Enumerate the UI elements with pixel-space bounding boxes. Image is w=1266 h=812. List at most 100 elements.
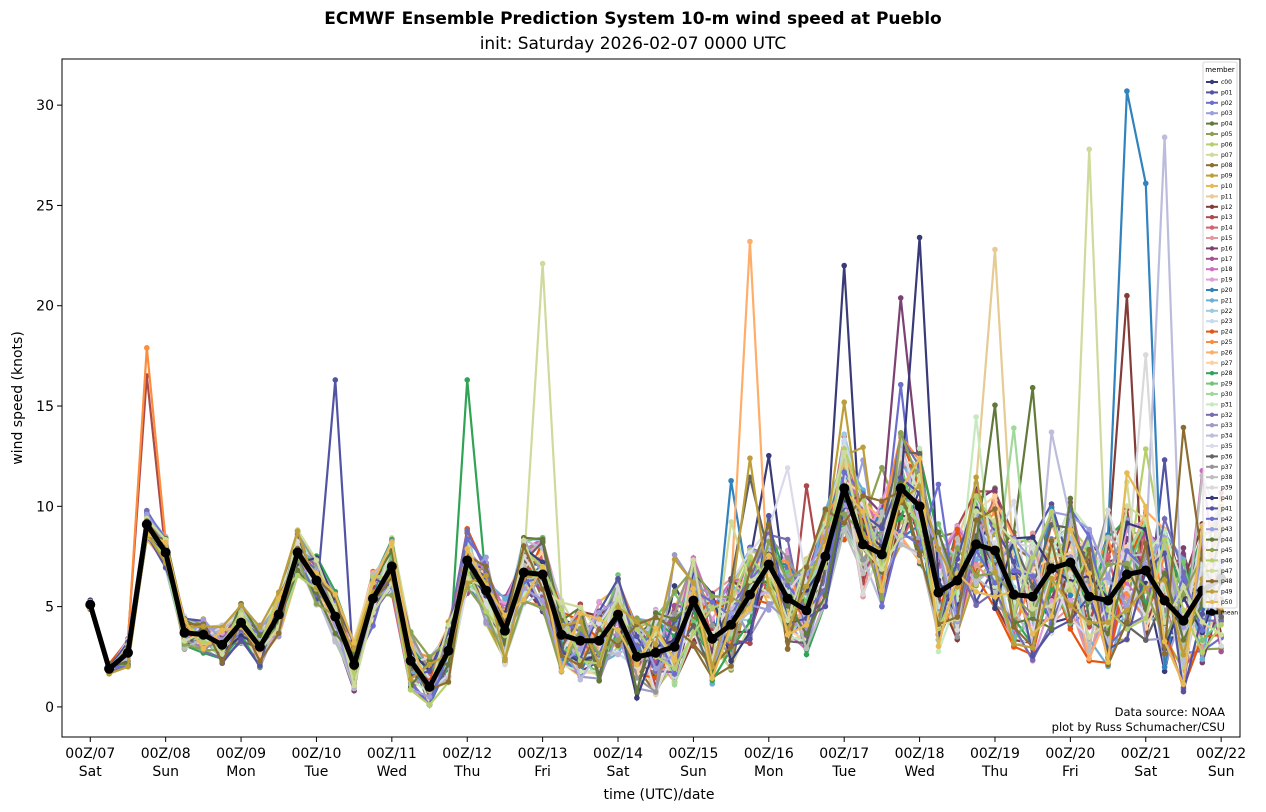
legend-item-p30: p30 (1206, 391, 1233, 398)
member-point (1105, 507, 1111, 513)
member-point (1029, 615, 1036, 622)
member-point (1029, 605, 1036, 612)
legend-item-p35: p35 (1206, 443, 1233, 450)
legend-item-p48: p48 (1206, 578, 1233, 585)
chart-subtitle: init: Saturday 2026-02-07 0000 UTC (479, 34, 787, 54)
member-point (652, 625, 659, 632)
member-point (897, 474, 904, 481)
member-point (615, 576, 621, 582)
x-tick-label-day: Wed (377, 764, 408, 780)
member-point (897, 430, 904, 436)
member-point (1199, 656, 1206, 663)
member-point (747, 238, 753, 245)
member-point (313, 601, 320, 607)
member-point (973, 414, 979, 420)
legend-item-p32: p32 (1206, 412, 1233, 419)
member-point (728, 663, 734, 669)
member-point (747, 567, 753, 573)
member-point (784, 582, 791, 589)
member-point (992, 605, 998, 612)
member-point (1029, 530, 1036, 537)
member-point (1011, 574, 1017, 581)
mean-point (744, 589, 755, 600)
legend-item-p09: p09 (1206, 173, 1233, 180)
member-point (973, 517, 979, 523)
member-point (973, 579, 979, 586)
member-point (690, 618, 697, 625)
member-point (558, 652, 565, 659)
annotation-plot-credit: plot by Russ Schumacher/CSU (1052, 720, 1225, 734)
member-point (1218, 648, 1224, 655)
mean-point (631, 651, 642, 662)
member-point (803, 564, 810, 571)
mean-point (876, 549, 887, 560)
member-point (973, 602, 979, 609)
member-point (558, 668, 565, 674)
legend-swatch-marker (1209, 412, 1215, 417)
legend-swatch-marker (1209, 423, 1215, 428)
member-point (1161, 536, 1168, 543)
legend-swatch-marker (1209, 90, 1215, 95)
x-tick-label-day: Sat (79, 764, 102, 780)
legend-item-p33: p33 (1206, 422, 1233, 429)
member-point (879, 498, 885, 505)
member-point (1067, 495, 1074, 502)
x-tick-label-time: 00Z/08 (141, 746, 191, 762)
member-point (1124, 470, 1130, 476)
legend-label: p06 (1221, 141, 1233, 148)
legend-swatch-marker (1209, 131, 1215, 137)
member-point (200, 639, 207, 645)
member-point (483, 563, 489, 570)
legend-label: p21 (1221, 297, 1233, 304)
member-point (1086, 526, 1093, 533)
member-point (351, 646, 357, 653)
legend-label: p35 (1221, 443, 1233, 450)
member-point (916, 455, 923, 462)
legend-label: p17 (1221, 256, 1233, 263)
legend-swatch-marker (1209, 391, 1215, 397)
member-point (1011, 558, 1017, 565)
legend-label: p03 (1221, 110, 1233, 117)
member-point (1086, 146, 1093, 153)
member-point (445, 622, 452, 628)
member-point (275, 630, 282, 636)
member-point (841, 520, 847, 526)
legend-swatch-marker (1208, 608, 1216, 616)
legend-item-p21: p21 (1206, 297, 1233, 304)
member-point (1199, 627, 1206, 634)
member-point (483, 601, 489, 608)
member-point (992, 506, 998, 512)
legend: member c00 p01 p02 p03 p04 p05 p06 p07 p08 p09 p10… (1202, 61, 1238, 616)
legend-label: p24 (1221, 329, 1233, 336)
member-point (671, 588, 678, 595)
member-point (860, 493, 866, 499)
legend-swatch-marker (1209, 339, 1215, 345)
member-point (860, 570, 866, 577)
member-point (596, 616, 602, 622)
legend-label: p43 (1221, 526, 1233, 533)
y-tick-label: 20 (36, 299, 54, 315)
mean-line (85, 483, 1227, 692)
member-point (1124, 585, 1130, 592)
member-point (1218, 613, 1224, 620)
member-point (634, 675, 640, 681)
member-point (520, 543, 527, 549)
legend-swatch-marker (1209, 485, 1215, 490)
member-point (879, 525, 885, 532)
member-point (935, 545, 942, 552)
legend-label: p39 (1221, 485, 1233, 492)
member-point (445, 679, 452, 685)
x-tick-label-day: Sat (1134, 764, 1157, 780)
member-point (181, 638, 188, 644)
member-point (803, 622, 810, 628)
legend-swatch-marker (1209, 506, 1215, 511)
member-point (860, 508, 866, 515)
member-point (709, 675, 716, 681)
y-tick-label: 10 (36, 499, 54, 515)
legend-swatch-marker (1209, 579, 1215, 584)
member-point (822, 506, 829, 512)
member-point (464, 536, 471, 542)
legend-label: p07 (1221, 152, 1233, 159)
legend-item-p07: p07 (1206, 152, 1233, 159)
chart-title: ECMWF Ensemble Prediction System 10-m wi… (324, 9, 942, 29)
